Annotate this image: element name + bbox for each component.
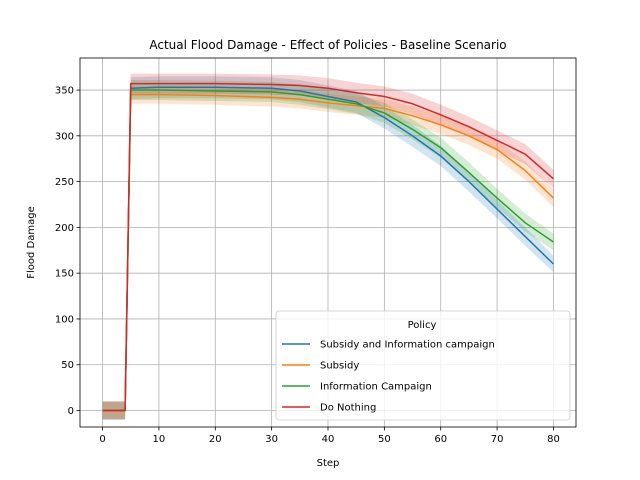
legend-label-do-nothing: Do Nothing: [320, 403, 376, 414]
y-tick-label: 300: [55, 131, 74, 142]
series-line-do-nothing: [102, 82, 554, 412]
series-lines: [102, 82, 554, 412]
legend-items: Subsidy and Information campaign Subsidy I…: [282, 340, 495, 414]
chart-title: Actual Flood Damage - Effect of Policies…: [149, 38, 506, 52]
series-line-subsidy: [102, 93, 554, 412]
band-subsidy-and-information-campaign: [102, 76, 554, 420]
confidence-bands: [102, 73, 554, 420]
legend-label-subsidy: Subsidy: [320, 361, 359, 372]
legend-title: Policy: [408, 320, 437, 331]
x-tick-label: 0: [99, 434, 105, 445]
axis-ticks: 0 10 20 30 40 50 60 70 80 0 50 100 150 200 250 300 350: [55, 86, 560, 445]
y-tick-label: 250: [55, 177, 74, 188]
y-tick-label: 150: [55, 269, 74, 280]
y-tick-label: 50: [61, 360, 74, 371]
x-axis-label: Step: [317, 458, 340, 469]
series-line-subsidy-and-information-campaign: [102, 86, 554, 412]
x-tick-label: 80: [547, 434, 560, 445]
x-tick-label: 40: [322, 434, 335, 445]
legend-label-information-campaign: Information Campaign: [320, 382, 432, 393]
x-tick-label: 60: [434, 434, 447, 445]
x-tick-label: 70: [491, 434, 504, 445]
legend: Policy Subsidy and Information campaignS…: [275, 310, 571, 421]
legend-label-subsidy-and-information-campaign: Subsidy and Information campaign: [320, 340, 495, 351]
x-tick-label: 20: [209, 434, 222, 445]
y-axis-label: Flood Damage: [26, 206, 37, 279]
x-tick-label: 50: [378, 434, 391, 445]
y-tick-label: 100: [55, 314, 74, 325]
x-tick-label: 30: [265, 434, 278, 445]
y-tick-label: 0: [68, 406, 74, 417]
y-tick-label: 200: [55, 223, 74, 234]
legend-box: [275, 310, 571, 421]
x-tick-label: 10: [153, 434, 166, 445]
series-line-information-campaign: [102, 89, 554, 412]
y-tick-label: 350: [55, 86, 74, 97]
